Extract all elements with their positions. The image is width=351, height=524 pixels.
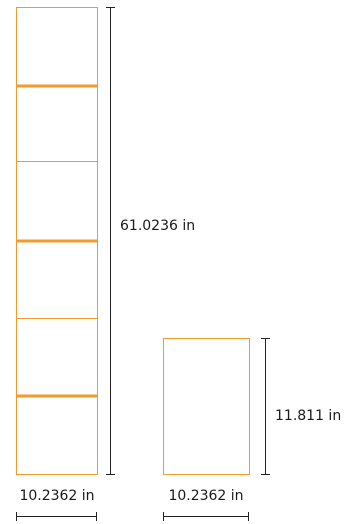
stack-height-label: 61.0236 in (120, 218, 195, 234)
single-height-dimension: 11.811 in (261, 338, 341, 475)
cabinet-module-1 (16, 7, 98, 86)
cabinet-module-3 (16, 161, 98, 241)
stack-width-label: 10.2362 in (19, 488, 94, 504)
single-width-dimension: 10.2362 in (163, 488, 249, 521)
cabinet-module-6 (16, 395, 98, 475)
single-cabinet (163, 338, 250, 475)
single-height-label: 11.811 in (275, 408, 341, 424)
single-cabinet-box (163, 338, 250, 475)
cabinet-module-4 (16, 240, 98, 319)
cabinet-module-5 (16, 318, 98, 396)
stack-width-dimension: 10.2362 in (16, 488, 97, 521)
stack-height-dimension: 61.0236 in (106, 7, 195, 475)
single-width-label: 10.2362 in (168, 488, 243, 504)
cabinet-module-2 (16, 85, 98, 162)
stacked-cabinets (16, 7, 98, 475)
